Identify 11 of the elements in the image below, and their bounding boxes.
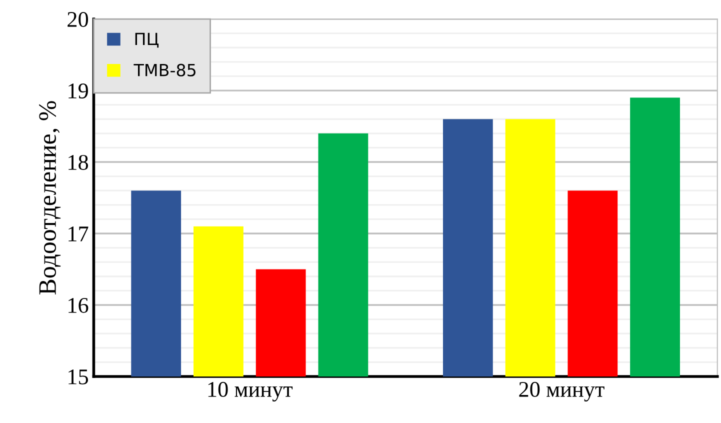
legend-label: ПЦ bbox=[135, 32, 159, 48]
x-tick-label: 20 минут bbox=[519, 382, 604, 402]
y-axis-title: Водоотделение, % bbox=[39, 101, 61, 295]
y-tick-label: 17 bbox=[68, 226, 88, 242]
y-tick-label: 19 bbox=[68, 84, 88, 98]
y-tick-label: 20 bbox=[68, 12, 88, 27]
y-tick-label: 18 bbox=[68, 154, 88, 170]
y-tick-label: 16 bbox=[68, 298, 88, 313]
x-tick-label: 10 минут bbox=[208, 382, 293, 402]
legend-label: ТМВ-85 bbox=[134, 64, 196, 76]
y-tick-label: 15 bbox=[68, 370, 88, 384]
